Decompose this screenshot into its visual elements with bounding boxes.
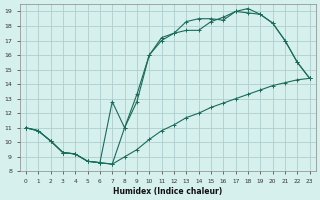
X-axis label: Humidex (Indice chaleur): Humidex (Indice chaleur) [113,187,222,196]
